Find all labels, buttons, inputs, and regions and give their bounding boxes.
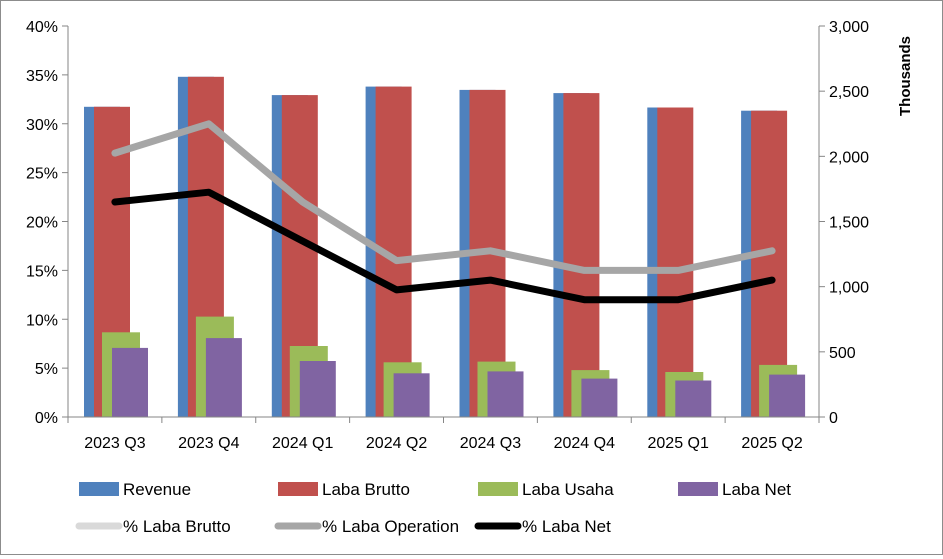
legend: Revenue Laba Brutto Laba Usaha Laba Net % La…	[75, 480, 791, 536]
right-tick-label: 500	[829, 345, 856, 362]
right-tick-label: 2,500	[829, 84, 869, 101]
legend-label-pct-laba-brutto: % Laba Brutto	[123, 517, 231, 536]
right-tick-label: 1,000	[829, 280, 869, 297]
x-tick-label: 2024 Q3	[460, 435, 521, 452]
left-tick-label: 40%	[26, 19, 58, 36]
left-tick-label: 35%	[26, 68, 58, 85]
left-tick-label: 15%	[26, 263, 58, 280]
right-axis-title: Thousands	[897, 36, 914, 116]
right-tick-label: 1,500	[829, 215, 869, 232]
right-tick-label: 3,000	[829, 19, 869, 36]
bar-laba-net-2024-q2	[393, 373, 430, 417]
legend-swatch-laba-net	[678, 482, 718, 496]
legend-label-laba-brutto: Laba Brutto	[322, 480, 410, 499]
right-tick-label: 2,000	[829, 149, 869, 166]
left-tick-label: 25%	[26, 166, 58, 183]
bar-laba-brutto-2025-q1	[657, 107, 694, 417]
bar-laba-net-2023-q4	[205, 338, 242, 417]
legend-label-laba-net: Laba Net	[722, 480, 791, 499]
x-tick-label: 2023 Q3	[84, 435, 145, 452]
lines-layer	[111, 120, 776, 304]
bar-laba-net-2024-q4	[581, 378, 618, 417]
x-tick-label: 2023 Q4	[178, 435, 239, 452]
left-tick-label: 20%	[26, 215, 58, 232]
left-tick-label: 0%	[35, 410, 58, 427]
legend-swatch-laba-brutto	[278, 482, 318, 496]
bar-laba-net-2025-q1	[675, 380, 712, 417]
legend-label-pct-laba-net: % Laba Net	[522, 517, 611, 536]
line-pct-laba-net	[111, 188, 776, 304]
bar-laba-brutto-2024-q4	[563, 93, 600, 417]
left-tick-label: 5%	[35, 361, 58, 378]
bar-laba-net-2024-q1	[299, 361, 336, 417]
legend-swatch-laba-usaha	[478, 482, 518, 496]
bar-laba-net-2024-q3	[487, 371, 524, 417]
x-tick-label: 2024 Q2	[366, 435, 427, 452]
bar-laba-net-2025-q2	[769, 374, 806, 417]
right-tick-label: 0	[829, 410, 838, 427]
x-tick-label: 2024 Q1	[272, 435, 333, 452]
axes-layer: 0% 5% 10% 15% 20% 25% 30% 35% 40% 0 500 1,000 1,500 2…	[26, 19, 869, 452]
left-tick-label: 10%	[26, 312, 58, 329]
x-tick-label: 2025 Q2	[741, 435, 802, 452]
legend-swatch-revenue	[79, 482, 119, 496]
left-tick-label: 30%	[26, 117, 58, 134]
x-tick-label: 2025 Q1	[648, 435, 709, 452]
bar-laba-net-2023-q3	[112, 347, 148, 417]
line-pct-laba-operation	[111, 120, 776, 274]
legend-label-laba-usaha: Laba Usaha	[522, 480, 614, 499]
x-tick-label: 2024 Q4	[554, 435, 615, 452]
legend-label-pct-laba-operation: % Laba Operation	[322, 517, 459, 536]
legend-label-revenue: Revenue	[123, 480, 191, 499]
